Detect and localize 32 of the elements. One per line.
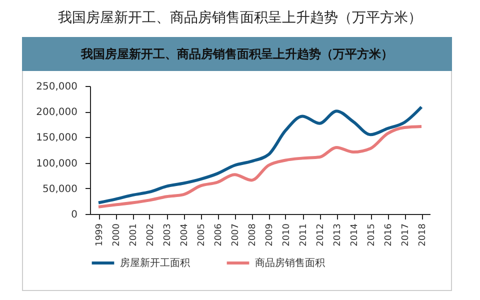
x-tick-label: 1999 [95,223,105,246]
y-tick-label: 200,000 [36,107,78,118]
line-series [97,124,423,208]
legend-label: 房屋新开工面积 [120,257,190,269]
x-tick-label: 2015 [367,224,377,246]
x-tick-label: 2003 [163,224,173,246]
chart-title: 我国房屋新开工、商品房销售面积呈上升趋势（万平方米） [57,9,423,27]
y-tick-label: 50,000 [42,184,78,195]
x-tick-label: 2009 [265,223,275,246]
y-tick-label: 150,000 [36,132,78,144]
x-tick-label: 2004 [180,223,190,246]
y-tick-label: 0 [71,210,78,220]
x-tick-label: 2017 [401,224,411,246]
x-tick-label: 2014 [350,223,360,246]
y-tick-label: 100,000 [36,158,78,170]
x-tick-label: 2007 [231,224,241,246]
x-tick-label: 2016 [384,223,394,246]
x-tick-label: 2013 [333,224,343,246]
line-series [97,105,423,204]
legend-label: 商品房销售面积 [255,257,325,269]
chart-subtitle: 我国房屋新开工、商品房销售面积呈上升趋势（万平方米） [22,37,452,71]
y-tick-label: 250,000 [36,82,78,92]
x-tick-label: 2001 [129,224,139,246]
x-tick-label: 2018 [418,223,428,246]
x-tick-label: 2000 [112,223,122,246]
x-tick-label: 2012 [316,224,326,246]
x-tick-label: 2006 [214,223,224,246]
x-tick-label: 2008 [248,223,258,246]
x-tick-label: 2010 [282,223,292,246]
x-tick-label: 2011 [299,224,309,246]
x-tick-label: 2002 [146,224,156,246]
x-tick-label: 2005 [197,224,207,246]
